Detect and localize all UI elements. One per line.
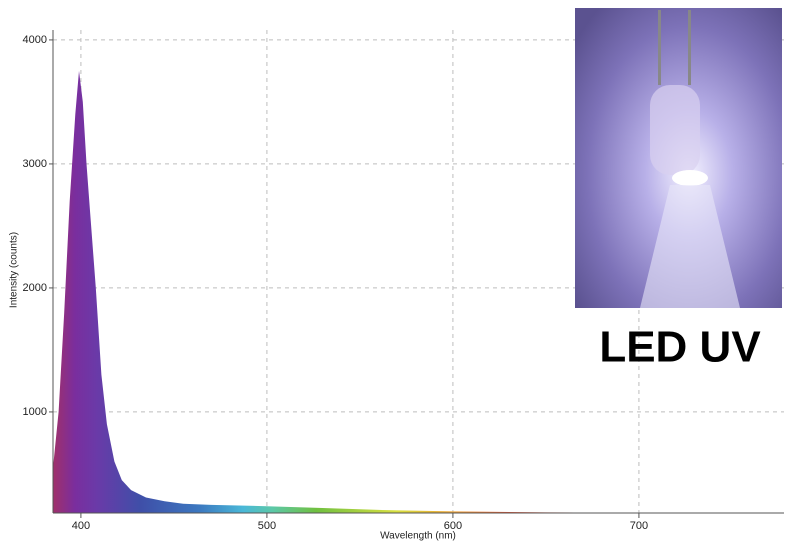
led-body (650, 85, 700, 175)
led-lead (688, 10, 691, 85)
x-tick-label: 500 (258, 520, 276, 532)
y-tick-label: 2000 (23, 282, 47, 294)
y-tick-label: 3000 (23, 158, 47, 170)
photo (575, 8, 782, 308)
y-tick-label: 4000 (23, 34, 47, 46)
y-tick-label: 1000 (23, 406, 47, 418)
x-tick-label: 700 (630, 520, 648, 532)
y-axis-label: Intensity (counts) (9, 232, 20, 308)
led-glow (672, 170, 708, 186)
chart: LED UV Wavelength (nm) Intensity (counts… (0, 0, 786, 545)
x-axis-label: Wavelength (nm) (380, 531, 456, 542)
page: LED UV Wavelength (nm) Intensity (counts… (0, 0, 786, 545)
x-tick-label: 600 (444, 520, 462, 532)
photo-caption: LED UV (599, 323, 761, 372)
led-lead (658, 10, 661, 85)
x-tick-label: 400 (72, 520, 90, 532)
